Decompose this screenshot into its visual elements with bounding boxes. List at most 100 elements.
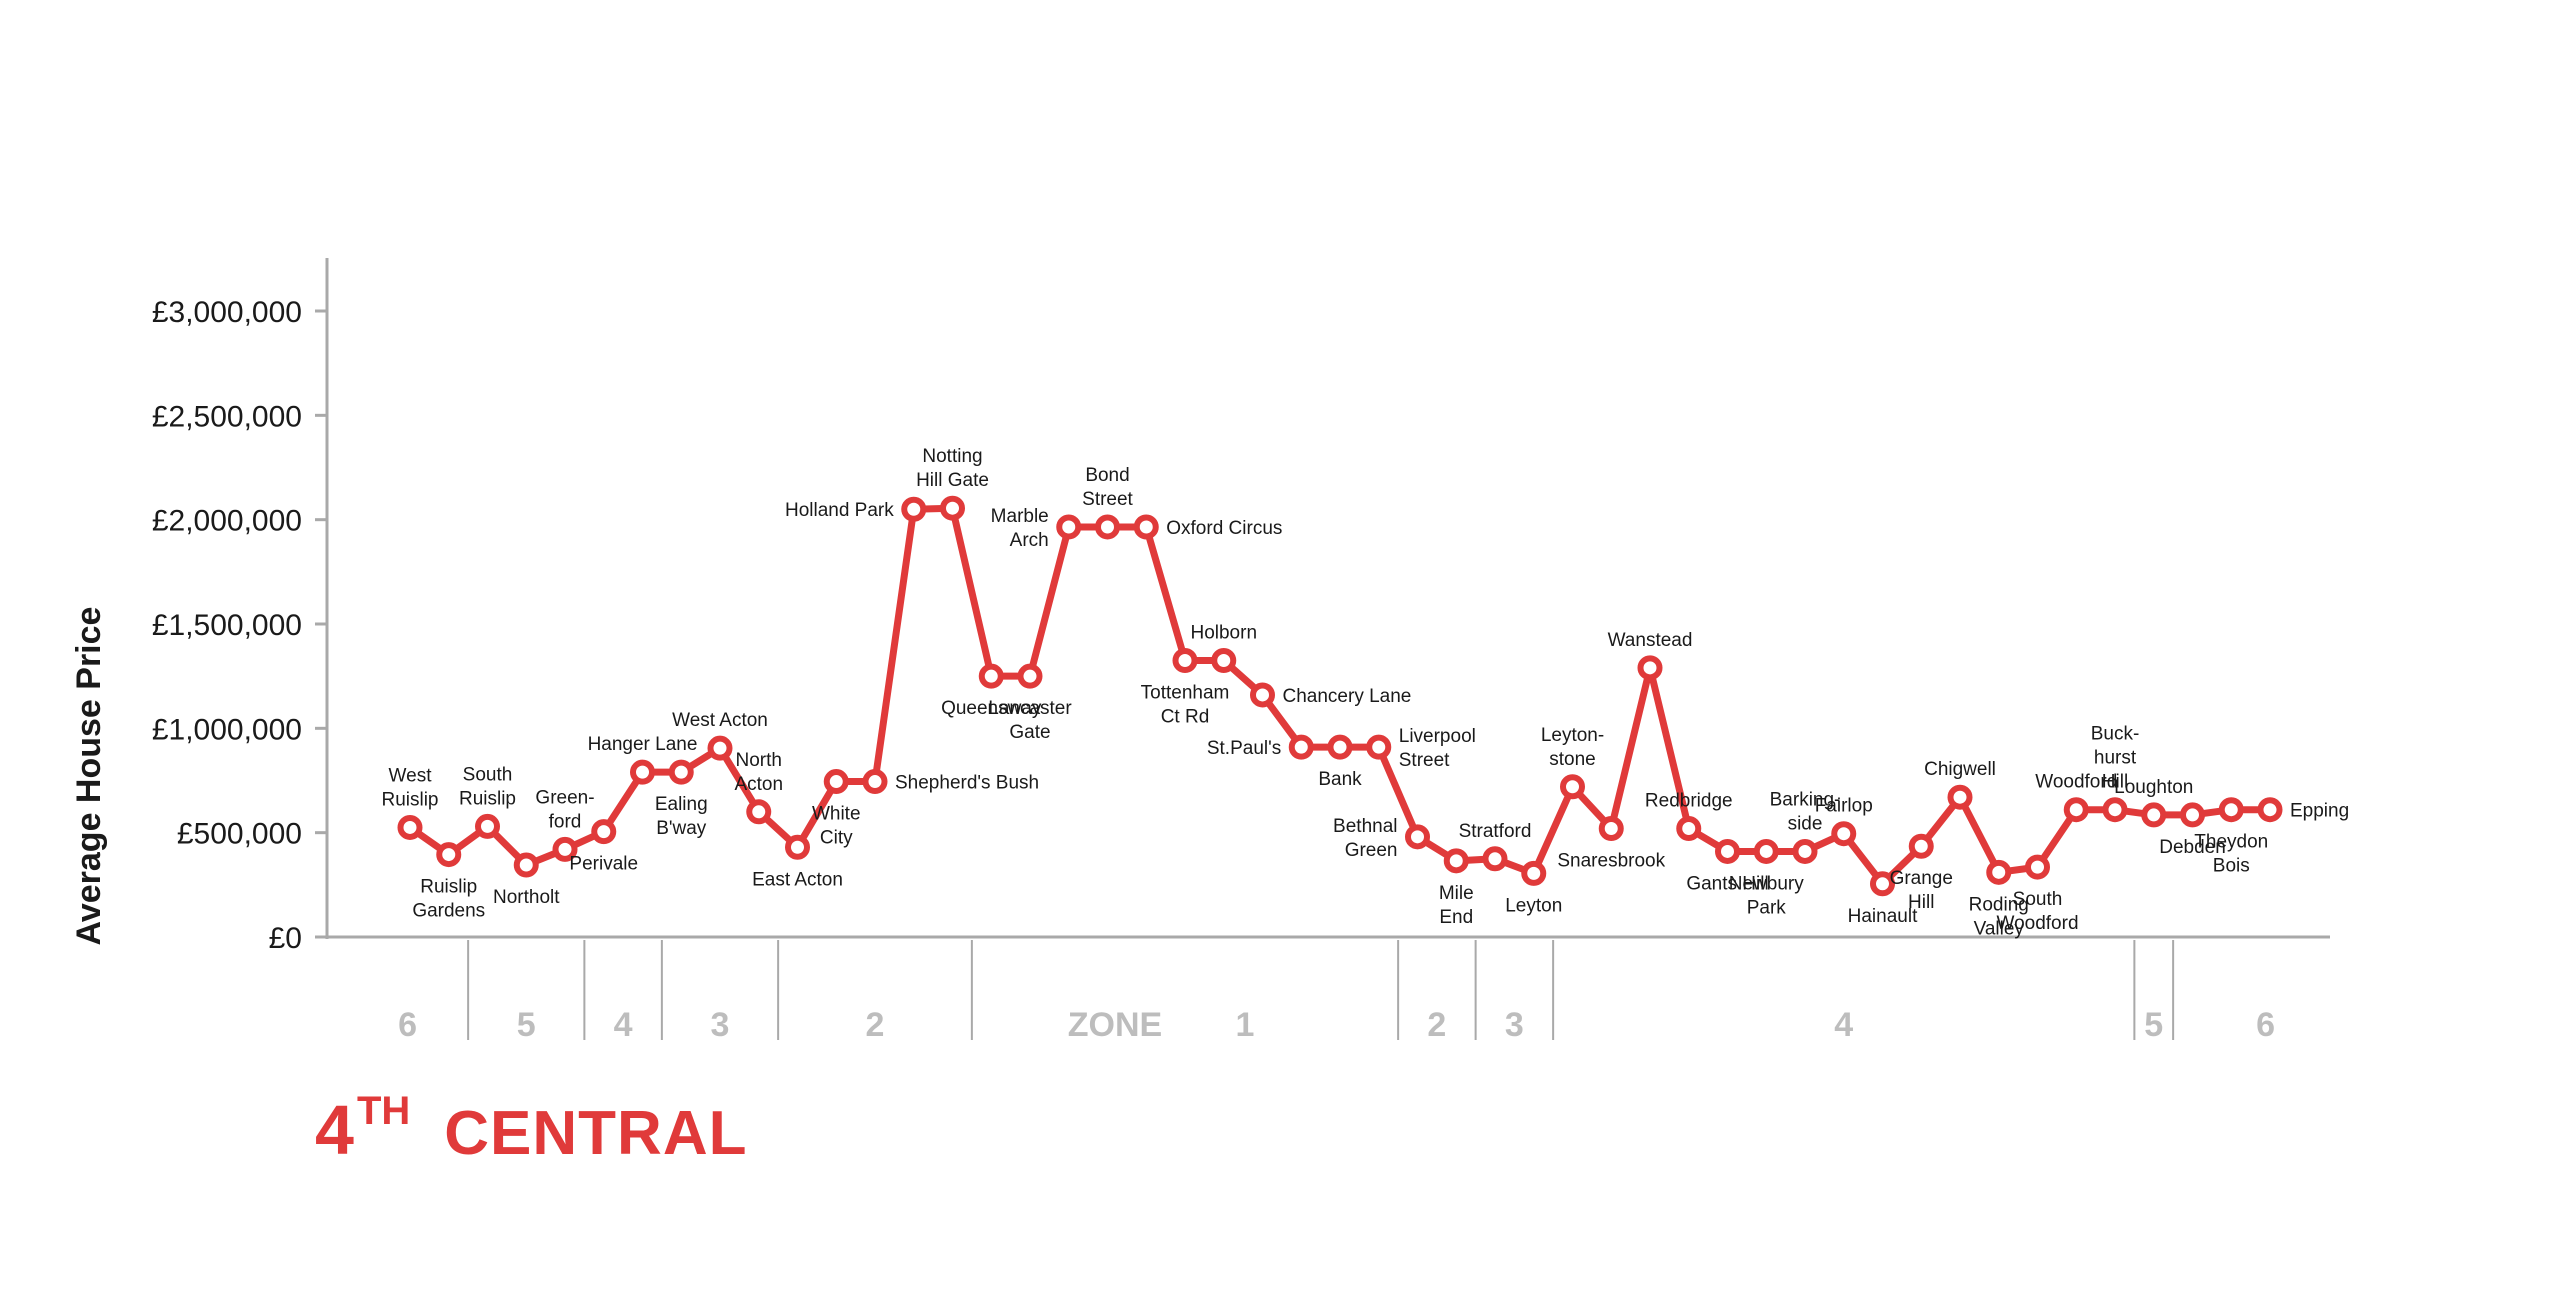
station-label: Stratford	[1459, 821, 1532, 842]
station-label: Bond Street	[1082, 465, 1133, 510]
zone-label: ZONE	[1068, 1006, 1162, 1044]
station-label: Fairlop	[1815, 796, 1873, 817]
station-label: West Acton	[672, 710, 768, 731]
y-tick-label: £2,500,000	[152, 400, 302, 433]
station-marker	[1870, 871, 1895, 897]
station-marker	[1676, 815, 1702, 841]
station-label: Oxford Circus	[1166, 518, 1282, 539]
station-label: Bethnal Green	[1333, 816, 1397, 861]
station-label: Tottenham Ct Rd	[1141, 683, 1230, 728]
heading-ordinal-suffix: TH	[356, 1089, 411, 1133]
y-axis-title: Average House Price	[70, 607, 108, 946]
station-marker	[1405, 824, 1430, 850]
station-marker	[1211, 648, 1237, 674]
y-tick-label: £3,000,000	[152, 296, 302, 329]
station-label: Leyton-stone	[1541, 725, 1604, 770]
station-marker	[2102, 797, 2128, 823]
station-marker	[668, 759, 694, 785]
zone-label: 1	[1236, 1006, 1255, 1044]
zone-bands: 6 5 4 3 2 ZONE 1 2 3 4 5 6	[398, 940, 2275, 1044]
station-label: Mile End	[1439, 883, 1474, 928]
station-marker	[1133, 514, 1159, 540]
station-marker	[1753, 838, 1779, 864]
station-marker	[1017, 663, 1043, 689]
station-marker	[707, 735, 733, 761]
heading-line-name: CENTRAL	[444, 1099, 748, 1168]
y-axis: £0 £500,000 £1,000,000 £1,500,000 £2,000,000…	[152, 258, 2330, 955]
station-marker	[475, 813, 500, 839]
station-marker	[1250, 682, 1275, 708]
station-label: Bank	[1318, 769, 1362, 790]
station-label: Woodford	[2035, 772, 2117, 793]
station-marker	[1366, 734, 1392, 760]
y-tick-label: £1,500,000	[152, 609, 302, 642]
station-label: Notting Hill Gate	[916, 446, 989, 491]
station-marker	[1288, 734, 1314, 760]
station-label: Queensway	[941, 698, 1042, 719]
station-label: Redbridge	[1645, 790, 1733, 811]
station-label: Chigwell	[1924, 759, 1996, 780]
station-marker	[1831, 821, 1857, 847]
series-line-group	[397, 495, 2283, 897]
zone-label: 4	[1834, 1006, 1853, 1044]
station-marker	[1792, 838, 1818, 864]
station-marker	[1521, 860, 1547, 886]
station-marker	[1443, 848, 1469, 874]
station-marker	[1637, 655, 1663, 681]
station-label: Hainault	[1848, 906, 1918, 927]
station-label: North Acton	[734, 750, 783, 795]
station-label: West Ruislip	[381, 765, 438, 810]
station-marker	[2063, 797, 2089, 823]
station-marker	[1986, 859, 2012, 885]
station-label: White City	[812, 804, 861, 849]
station-marker	[1598, 815, 1624, 841]
station-label: Marble Arch	[991, 506, 1049, 551]
zone-label: 3	[711, 1006, 730, 1044]
station-label: Lancaster Gate	[988, 698, 1072, 743]
station-label: Holborn	[1190, 623, 1257, 644]
station-label: Ruislip Gardens	[412, 877, 485, 922]
zone-label: 2	[866, 1006, 885, 1044]
station-label: Gants Hill	[1686, 873, 1768, 894]
station-label: Green-ford	[535, 787, 594, 832]
station-label: Buck-hurst Hill	[2091, 724, 2140, 793]
station-marker	[1560, 774, 1585, 800]
station-marker	[1947, 784, 1973, 810]
station-marker	[1172, 648, 1198, 674]
chart-heading: 4TH CENTRAL	[315, 1089, 748, 1170]
station-label: Epping	[2290, 801, 2349, 822]
station-marker	[2141, 802, 2167, 828]
station-marker	[785, 834, 810, 860]
station-label: Snaresbrook	[1557, 850, 1665, 871]
station-marker	[1327, 734, 1353, 760]
station-marker	[513, 852, 539, 878]
station-label: Shepherd's Bush	[895, 773, 1039, 794]
station-labels: West Ruislip Ruislip Gardens South Ruislip Nor…	[381, 446, 2349, 939]
zone-label: 5	[517, 1006, 536, 1044]
y-tick-label: £1,000,000	[152, 713, 302, 746]
station-label: Barking-side	[1770, 789, 1841, 834]
zone-label: 5	[2144, 1006, 2163, 1044]
station-label: Grange Hill	[1890, 868, 1953, 913]
station-label: Northolt	[493, 887, 560, 908]
zone-label: 3	[1505, 1006, 1524, 1044]
station-label: St.Paul's	[1207, 738, 1281, 759]
station-label: Debden	[2159, 837, 2226, 858]
station-marker	[1056, 514, 1082, 540]
station-label: Roding Valley	[1969, 894, 2029, 939]
station-marker	[1095, 514, 1120, 540]
y-tick-label: £2,000,000	[152, 505, 302, 538]
zone-label: 6	[398, 1006, 417, 1044]
zone-label: 2	[1427, 1006, 1446, 1044]
station-marker	[2025, 854, 2050, 880]
heading-number: 4	[315, 1091, 355, 1169]
station-marker	[862, 769, 888, 795]
y-tick-label: £0	[269, 922, 302, 955]
station-label: Loughton	[2114, 777, 2193, 798]
y-tick-label: £500,000	[177, 818, 302, 851]
station-marker	[901, 496, 927, 522]
station-label: Newbury Park	[1729, 873, 1804, 918]
station-marker	[978, 663, 1004, 689]
station-label: Leyton	[1505, 895, 1562, 916]
